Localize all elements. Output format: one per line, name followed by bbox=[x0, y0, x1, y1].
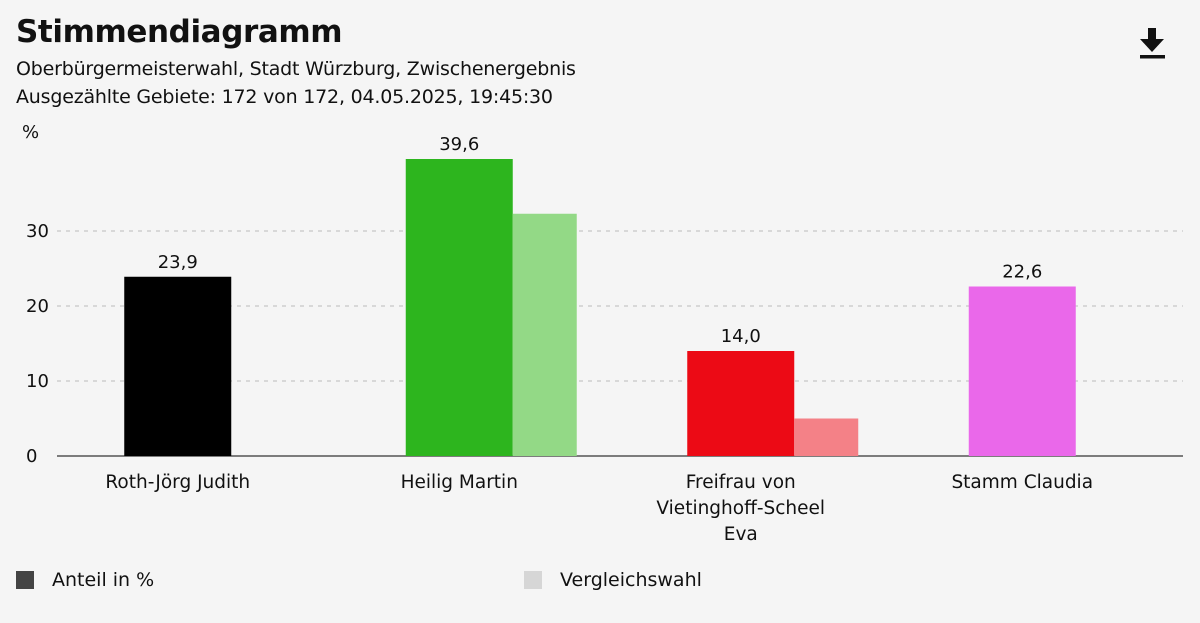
download-button[interactable] bbox=[1132, 24, 1176, 64]
bar-value-label: 39,6 bbox=[439, 134, 479, 155]
legend-label-share: Anteil in % bbox=[52, 569, 155, 591]
x-tick-label: Eva bbox=[724, 524, 758, 545]
y-tick-label: 0 bbox=[26, 446, 37, 467]
y-tick-label: 20 bbox=[26, 296, 49, 317]
bar-value-label: 14,0 bbox=[721, 326, 761, 347]
bar-comparison bbox=[794, 418, 859, 456]
y-axis-unit-label: % bbox=[22, 122, 39, 143]
legend-swatch-comparison bbox=[524, 571, 542, 589]
bar-chart: % 0 10 20 30 23,9 Roth-Jörg Judith 39,6 Heilig M… bbox=[22, 122, 1183, 545]
y-tick-label: 10 bbox=[26, 371, 49, 392]
x-tick-label: Stamm Claudia bbox=[951, 472, 1093, 493]
y-tick-label: 30 bbox=[26, 221, 49, 242]
bar-value-label: 22,6 bbox=[1002, 262, 1042, 283]
x-tick-label: Roth-Jörg Judith bbox=[105, 472, 250, 493]
legend-label-comparison: Vergleichswahl bbox=[560, 569, 702, 591]
legend-swatch-share bbox=[16, 571, 34, 589]
chart-subtitle: Oberbürgermeisterwahl, Stadt Würzburg, Z… bbox=[16, 58, 576, 80]
bar-value-label: 23,9 bbox=[158, 252, 198, 273]
count-status: Ausgezählte Gebiete: 172 von 172, 04.05.… bbox=[16, 86, 553, 108]
legend-item-share: Anteil in % bbox=[16, 568, 154, 592]
legend-item-comparison: Vergleichswahl bbox=[524, 568, 702, 592]
bar-share bbox=[968, 286, 1076, 456]
x-tick-label: Heilig Martin bbox=[401, 472, 518, 493]
bar-share bbox=[124, 276, 232, 456]
x-tick-label: Vietinghoff-Scheel bbox=[656, 498, 825, 519]
bar-share bbox=[405, 159, 513, 456]
bar-comparison bbox=[512, 213, 577, 456]
x-tick-label: Freifrau von bbox=[686, 472, 796, 493]
chart-title: Stimmendiagramm bbox=[16, 14, 343, 50]
download-icon bbox=[1140, 28, 1165, 59]
bar-share bbox=[687, 351, 795, 456]
